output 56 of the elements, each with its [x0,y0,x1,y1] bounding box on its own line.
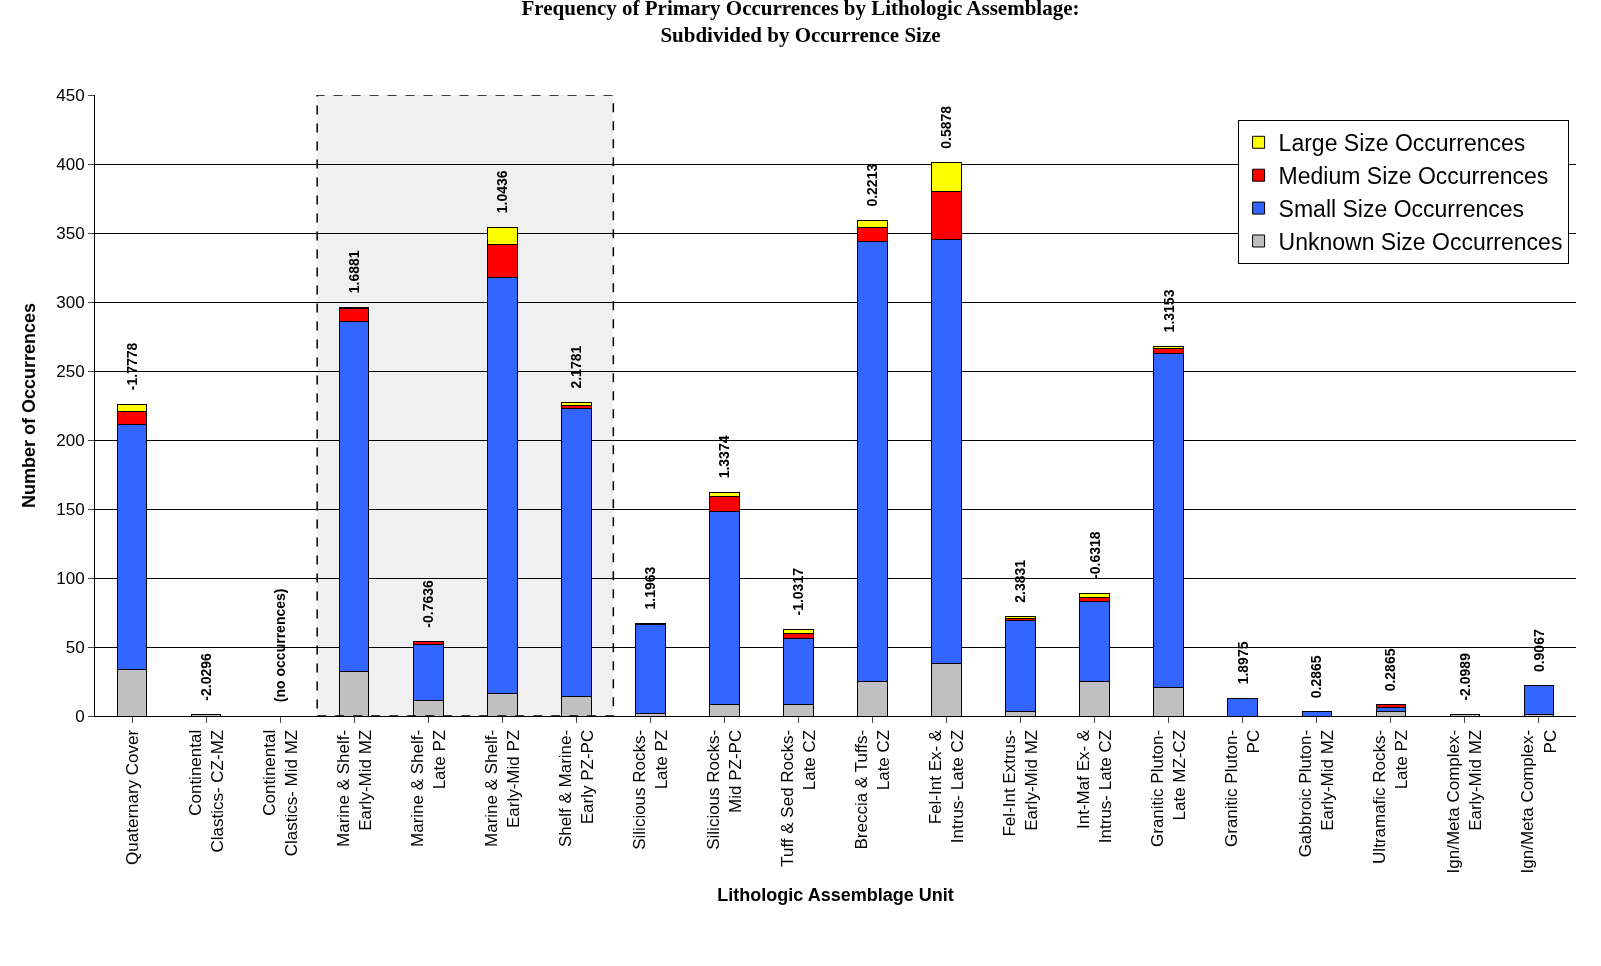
x-tick-label: Marine & Shelf- Early-Mid MZ [333,729,375,847]
x-tick-label: Fel-Int Extrus- Early-Mid MZ [1000,729,1042,837]
annotation: 1.1963 [642,566,659,610]
annotation: 0.2213 [864,163,881,207]
x-tick-label: Gabbroic Pluton- Early-Mid MZ [1296,729,1338,858]
y-tick-label: 0 [75,706,85,726]
x-tick-label: Ign/Meta Complex- Early-Mid MZ [1444,729,1486,874]
annotation: (no occurrences) [272,588,289,703]
x-tick-label: Granitic Pluton- Late MZ-CZ [1148,729,1190,847]
annotation: 1.3153 [1161,289,1178,333]
annotation: -2.0296 [198,652,215,701]
x-tick-label: Ign/Meta Complex- PC [1518,729,1560,874]
y-tick-label: 100 [56,568,85,588]
y-tick-label: 250 [56,361,85,381]
x-tick-label: Continental Clastics- CZ-MZ [185,729,227,853]
y-tick-label: 50 [65,637,85,657]
x-tick-label: Silicious Rocks- Late PZ [629,729,671,850]
y-tick-label: 350 [56,223,85,243]
annotation: -1.7778 [123,342,140,391]
annotation: -0.6318 [1086,531,1103,579]
x-tick-label: Shelf & Marine- Early PZ-PC [555,729,597,847]
legend-label: Medium Size Occurrences [1278,163,1549,190]
annotation: 2.1781 [568,345,585,389]
annotation: 0.9067 [1530,629,1547,673]
annotation: 0.2865 [1308,655,1325,699]
y-tick-label: 200 [56,430,85,450]
x-tick-label: Marine & Shelf- Late PZ [407,729,449,847]
x-tick-label: Ultramafic Rocks- Late PZ [1370,729,1412,864]
annotation: -2.0989 [1457,652,1474,701]
annotation: 1.6881 [346,250,363,294]
x-tick-label: Tuff & Sed Rocks- Late CZ [777,729,820,867]
x-tick-label: Continental Clastics- Mid MZ [259,729,301,857]
x-tick-label: Quaternary Cover [122,729,142,865]
x-tick-label: Granitic Pluton- PC [1222,729,1264,847]
y-tick-label: 450 [56,85,85,105]
annotation: 0.2865 [1382,648,1399,692]
legend-label: Unknown Size Occurrences [1278,228,1563,255]
annotation: 1.3374 [716,435,733,479]
y-tick-label: 150 [56,499,85,519]
y-tick-label: 400 [56,154,85,174]
annotation: 2.3831 [1012,559,1029,603]
x-axis-title: Lithologic Assemblage Unit [717,884,954,905]
annotation: 1.0436 [494,170,511,214]
annotation: 1.8975 [1235,641,1252,685]
x-tick-label: Breccia & Tuffs- Late CZ [852,729,894,850]
x-tick-label: Marine & Shelf- Early-Mid PZ [481,729,523,847]
annotation: 0.5878 [938,105,955,149]
legend-label: Large Size Occurrences [1278,130,1526,157]
chart-title: Frequency of Primary Occurrences by Lithologic Assemblage: Subdivided by Occurrence Size [521,0,1080,47]
y-axis-title: Number of Occurrences [19,302,40,509]
x-tick-label: Int-Maf Ex- & Intrus- Late CZ [1074,729,1116,844]
x-tick-label: Fel-Int Ex- & Intrus- Late CZ [926,729,968,844]
x-tick-label: Silicious Rocks- Mid PZ-PC [703,729,745,850]
y-tick-label: 300 [56,292,85,312]
annotation: -0.7636 [419,580,436,628]
legend-label: Small Size Occurrences [1278,196,1525,223]
